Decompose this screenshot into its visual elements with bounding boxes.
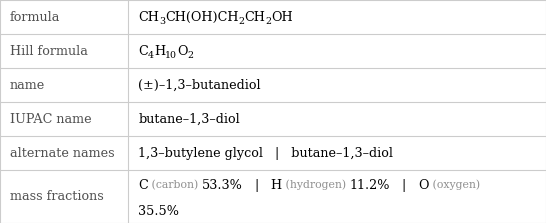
Text: formula: formula [10,10,60,23]
Text: 4: 4 [148,52,154,60]
Text: butane–1,3–diol: butane–1,3–diol [138,113,240,126]
Text: CH: CH [245,10,265,23]
Text: |: | [242,178,271,192]
Text: 11.2%: 11.2% [349,178,390,192]
Text: C: C [138,178,148,192]
Text: 2: 2 [187,52,193,60]
Text: O: O [418,178,429,192]
Text: name: name [10,79,45,92]
Text: CH: CH [138,10,159,23]
Text: mass fractions: mass fractions [10,190,104,203]
Text: (oxygen): (oxygen) [429,180,480,190]
Text: 3: 3 [159,17,165,27]
Text: 10: 10 [165,52,177,60]
Text: O: O [177,45,187,58]
Text: CH(OH)CH: CH(OH)CH [165,10,239,23]
Text: 35.5%: 35.5% [138,205,179,218]
Text: 1,3–butylene glycol   |   butane–1,3–diol: 1,3–butylene glycol | butane–1,3–diol [138,147,393,160]
Text: alternate names: alternate names [10,147,115,160]
Text: |: | [390,178,418,192]
Text: 2: 2 [239,17,245,27]
Text: (±)–1,3–butanediol: (±)–1,3–butanediol [138,79,261,92]
Text: (carbon): (carbon) [148,180,201,190]
Text: H: H [154,45,165,58]
Text: C: C [138,45,148,58]
Text: 2: 2 [265,17,271,27]
Text: (hydrogen): (hydrogen) [282,180,349,190]
Text: IUPAC name: IUPAC name [10,113,91,126]
Text: H: H [271,178,282,192]
Text: Hill formula: Hill formula [10,45,88,58]
Text: OH: OH [271,10,293,23]
Text: 53.3%: 53.3% [201,178,242,192]
